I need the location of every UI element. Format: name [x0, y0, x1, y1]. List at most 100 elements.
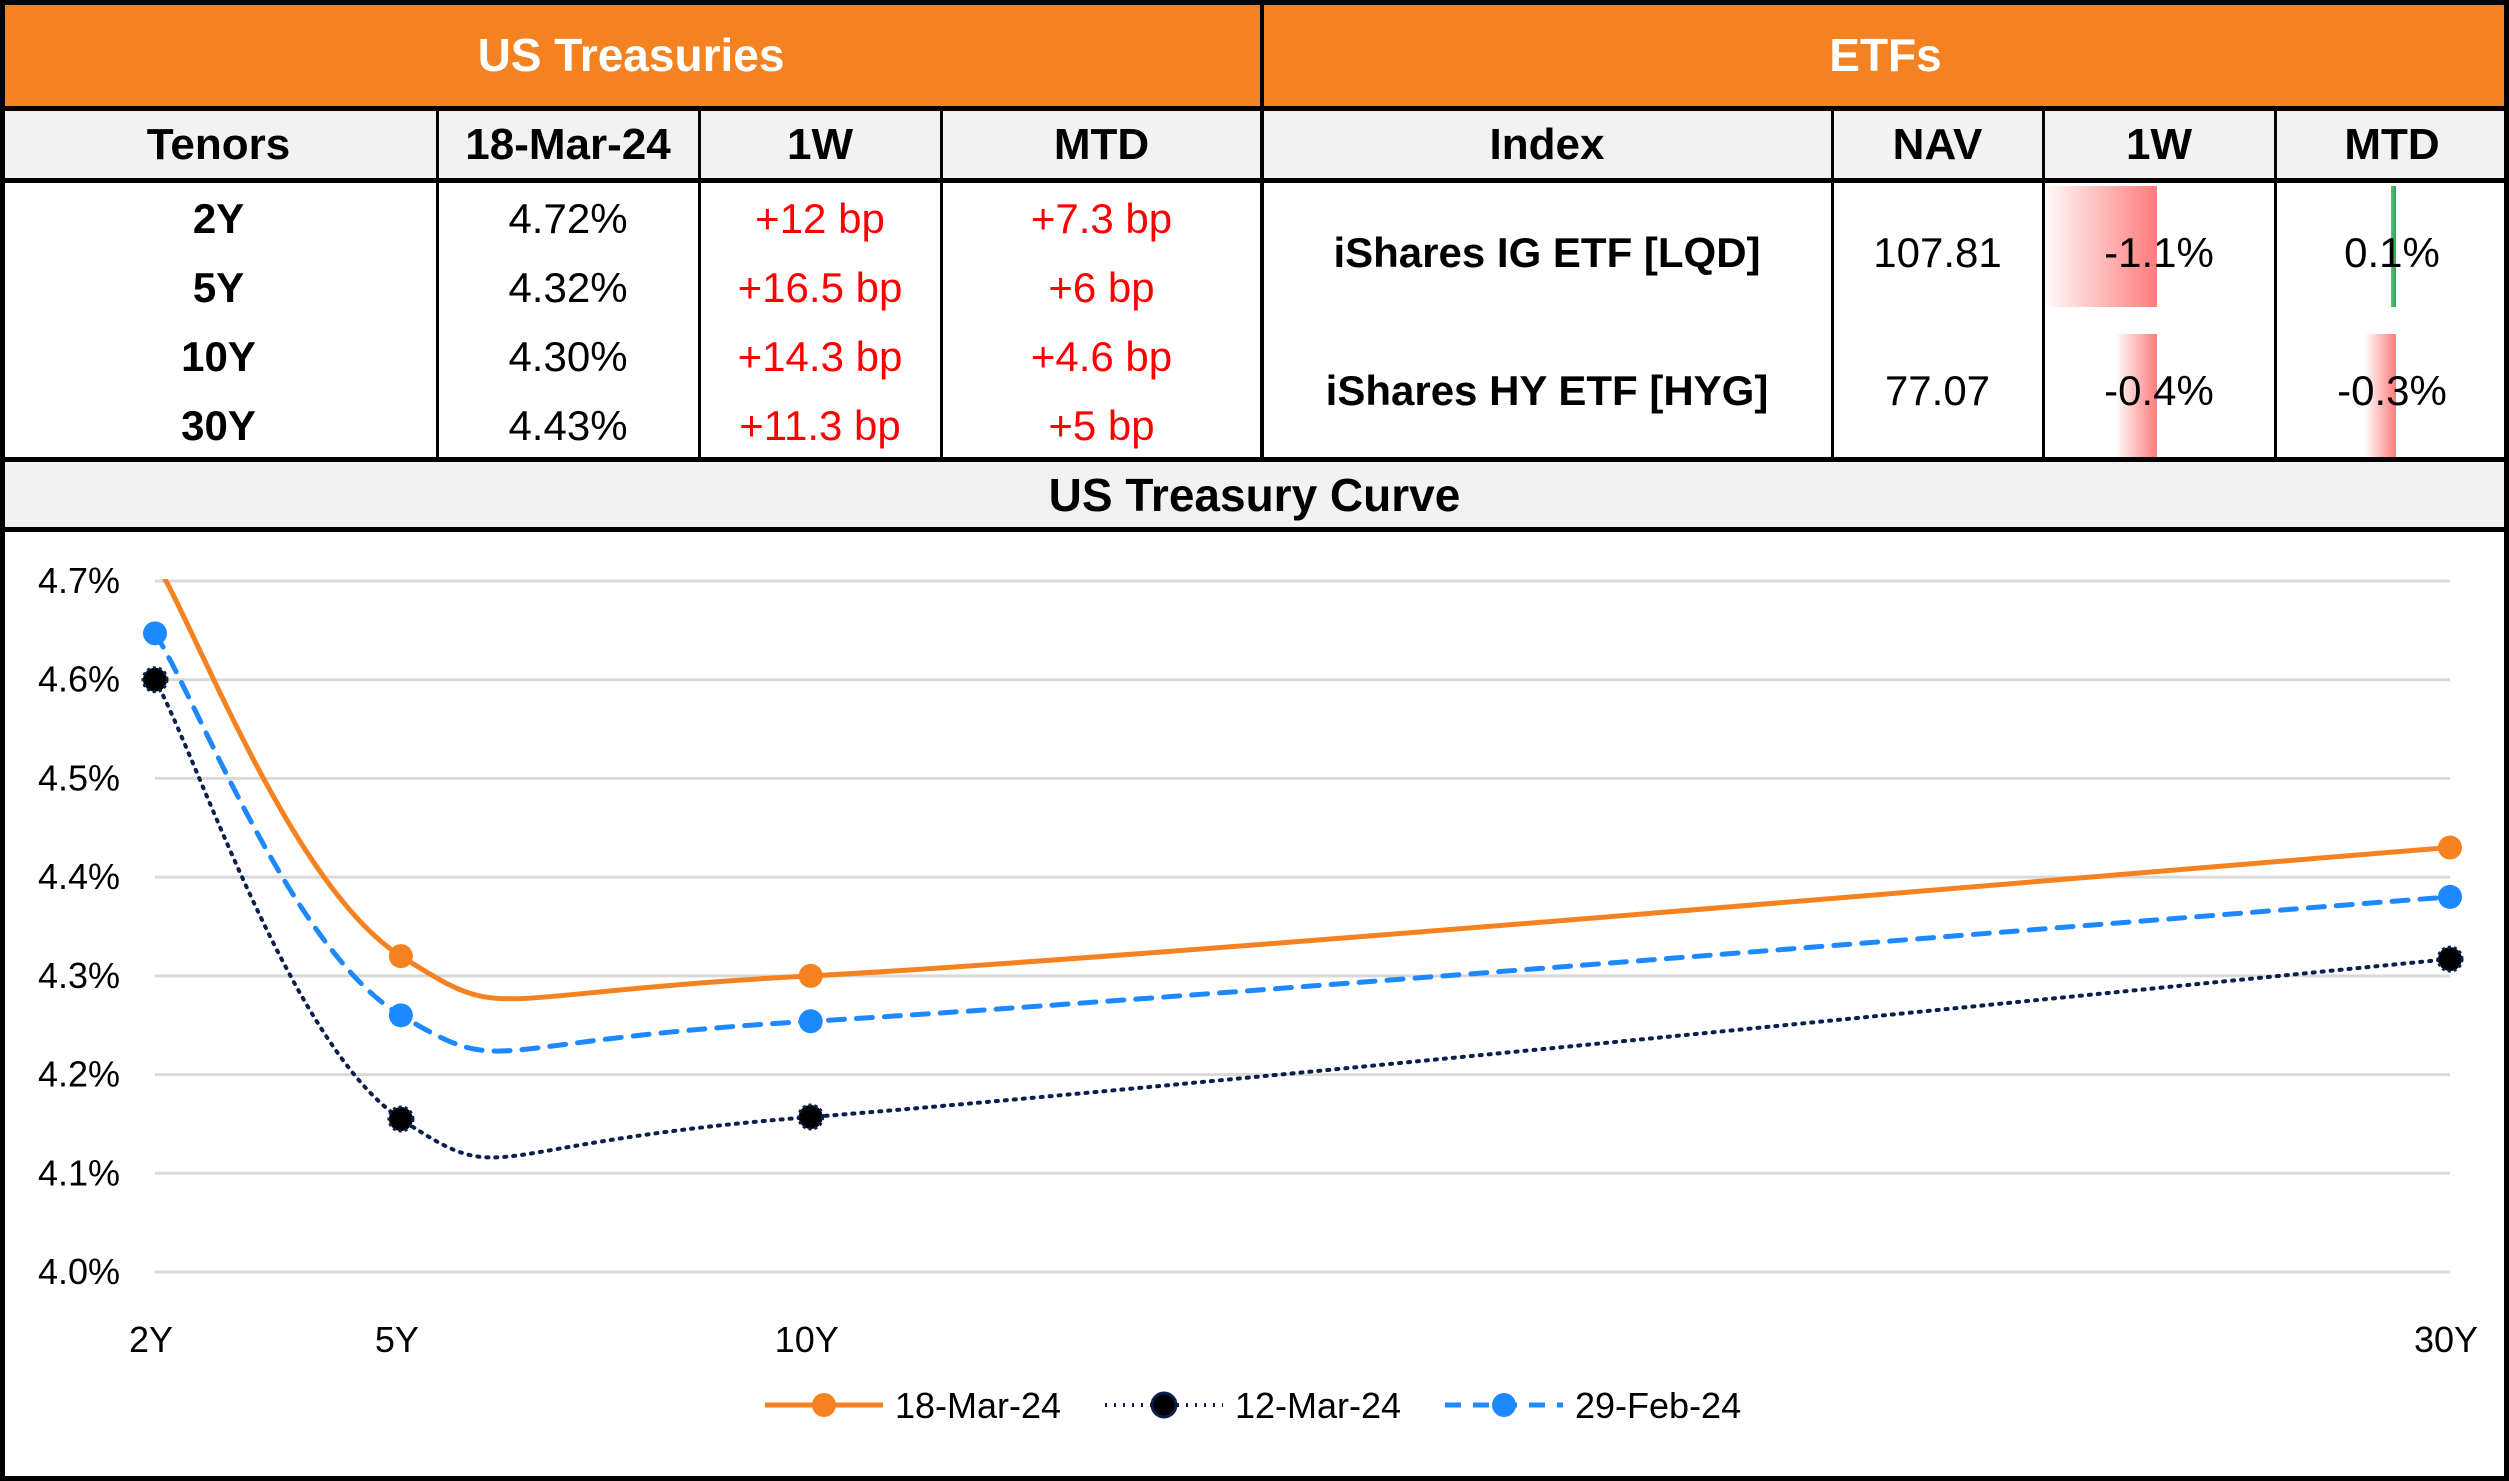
border-bottom	[0, 1476, 2509, 1481]
treasuries-title-text: US Treasuries	[477, 29, 785, 81]
y-tick-label: 4.4%	[38, 856, 120, 897]
border-under-chart-title	[0, 527, 2509, 532]
change-mtd-cell: +4.6 bp	[1030, 332, 1173, 380]
border-under-title	[0, 106, 2509, 111]
header-mtd: MTD	[941, 110, 1262, 180]
etf-1w-value: -1.1%	[2104, 229, 2214, 276]
col-divider	[2274, 110, 2277, 460]
change-mtd-cell: +6 bp	[1048, 263, 1155, 311]
databar-positive	[2391, 186, 2396, 307]
x-tick-label: 2Y	[129, 1319, 173, 1360]
legend-label: 18-Mar-24	[895, 1385, 1061, 1426]
y-tick-label: 4.5%	[38, 757, 120, 798]
x-tick-label: 10Y	[775, 1319, 839, 1360]
databar-negative	[2046, 186, 2157, 307]
legend-marker	[1150, 1391, 1178, 1419]
chart-title: US Treasury Curve	[0, 460, 2509, 530]
treasury-curve-chart: 4.0% 4.1% 4.2% 4.3% 4.4% 4.5% 4.6% 4.7% 2Y 5Y 10Y…	[38, 560, 2478, 1426]
data-point	[2438, 835, 2462, 860]
border-left	[0, 0, 5, 1481]
border-under-header	[0, 178, 2509, 183]
y-tick-label: 4.1%	[38, 1152, 120, 1193]
y-tick-label: 4.3%	[38, 955, 120, 996]
yield-cell: 4.32%	[508, 263, 628, 311]
etf-mtd-value: 0.1%	[2344, 229, 2440, 276]
y-tick-label: 4.6%	[38, 659, 120, 700]
yield-cell: 4.30%	[508, 332, 628, 380]
change-1w-cell: +16.5 bp	[737, 263, 903, 311]
header-tenors: Tenors	[0, 110, 437, 180]
header-index: Index	[1262, 110, 1832, 180]
series-lines	[141, 579, 2464, 1160]
series-line-18-Mar-24	[162, 579, 2453, 1002]
data-point	[387, 1105, 415, 1133]
border-top	[0, 0, 2509, 5]
col-divider	[698, 110, 701, 460]
tenor-cell: 10Y	[181, 332, 256, 380]
y-tick-label: 4.0%	[38, 1251, 120, 1292]
y-tick-label: 4.7%	[38, 560, 120, 601]
col-divider	[2042, 110, 2045, 460]
col-divider	[940, 110, 943, 460]
etf-1w-cell: -1.1%	[2043, 184, 2275, 322]
etf-nav-cell: 107.81	[1873, 229, 2002, 276]
treasuries-title: US Treasuries	[0, 0, 1262, 110]
change-1w-cell: +11.3 bp	[739, 401, 901, 449]
data-point	[141, 666, 169, 694]
yield-cell: 4.72%	[508, 194, 628, 242]
legend-marker	[812, 1393, 836, 1417]
etf-index-cell: iShares IG ETF [LQD]	[1333, 229, 1761, 276]
header-1w: 1W	[699, 110, 941, 180]
change-mtd-cell: +7.3 bp	[1030, 194, 1173, 242]
etf-mtd-cell: 0.1%	[2275, 184, 2509, 322]
data-point	[798, 963, 823, 988]
legend-label: 12-Mar-24	[1235, 1385, 1401, 1426]
x-tick-label: 30Y	[2414, 1319, 2478, 1360]
etf-1w-value: -0.4%	[2104, 367, 2214, 414]
series-line-29-Feb-24	[152, 630, 2453, 1054]
x-tick-label: 5Y	[375, 1319, 419, 1360]
data-point	[2436, 945, 2464, 973]
treasuries-body: 2Y 4.72% +12 bp +7.3 bp 5Y 4.32% +16.5 b…	[0, 184, 1262, 460]
etfs-title: ETFs	[1262, 0, 2509, 110]
change-mtd-cell: +5 bp	[1048, 401, 1155, 449]
header-date: 18-Mar-24	[437, 110, 699, 180]
y-axis-ticks: 4.0% 4.1% 4.2% 4.3% 4.4% 4.5% 4.6% 4.7%	[38, 560, 120, 1292]
gridlines	[155, 579, 2450, 1274]
data-point	[388, 1003, 413, 1028]
etfs-title-text: ETFs	[1829, 29, 1942, 81]
header-etf-mtd: MTD	[2275, 110, 2509, 180]
legend-marker	[1492, 1393, 1516, 1417]
col-divider	[1831, 110, 1834, 460]
databar-negative	[2366, 334, 2396, 462]
y-tick-label: 4.2%	[38, 1054, 120, 1095]
border-under-body	[0, 457, 2509, 462]
yield-cell: 4.43%	[508, 401, 628, 449]
etf-mtd-value: -0.3%	[2337, 367, 2447, 414]
tenor-cell: 30Y	[181, 401, 256, 449]
databar-negative	[2117, 334, 2157, 462]
etfs-body: iShares IG ETF [LQD] 107.81 -1.1% 0.1% i…	[1262, 184, 2509, 462]
border-section-divider	[1260, 0, 1264, 460]
border-right	[2504, 0, 2509, 1481]
data-point	[143, 621, 167, 646]
header-nav: NAV	[1832, 110, 2043, 180]
data-point	[388, 944, 413, 969]
data-point	[798, 1009, 823, 1034]
series-line-12-Mar-24	[153, 677, 2452, 1160]
change-1w-cell: +14.3 bp	[737, 332, 903, 380]
col-divider	[436, 110, 439, 460]
etf-index-cell: iShares HY ETF [HYG]	[1325, 367, 1769, 414]
legend: 18-Mar-24 12-Mar-24 29-Feb-24	[765, 1385, 1741, 1426]
data-point	[2438, 884, 2462, 909]
tenor-cell: 5Y	[192, 263, 245, 311]
legend-label: 29-Feb-24	[1575, 1385, 1741, 1426]
change-1w-cell: +12 bp	[755, 194, 885, 242]
etf-nav-cell: 77.07	[1884, 367, 1991, 414]
tenor-cell: 2Y	[192, 194, 245, 242]
x-axis-ticks: 2Y 5Y 10Y 30Y	[129, 1319, 2478, 1360]
etf-1w-cell: -0.4%	[2043, 322, 2275, 462]
header-etf-1w: 1W	[2043, 110, 2275, 180]
etf-mtd-cell: -0.3%	[2275, 322, 2509, 462]
data-point	[797, 1103, 825, 1131]
